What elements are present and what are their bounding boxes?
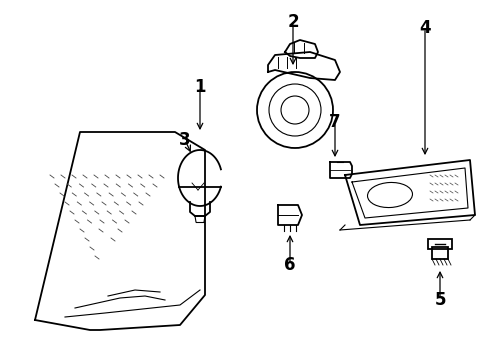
Text: 6: 6 <box>284 256 296 274</box>
Text: 1: 1 <box>194 78 206 96</box>
Text: 7: 7 <box>329 113 341 131</box>
Text: 5: 5 <box>434 291 446 309</box>
Text: 2: 2 <box>287 13 299 31</box>
Text: 3: 3 <box>179 131 191 149</box>
Text: 4: 4 <box>419 19 431 37</box>
